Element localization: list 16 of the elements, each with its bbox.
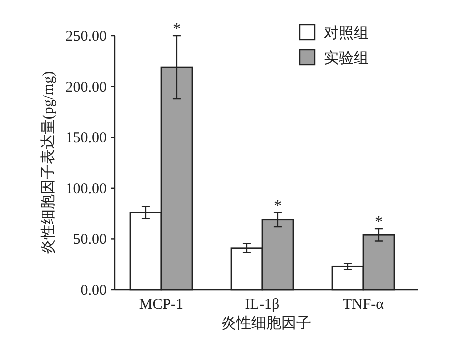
y-tick-label: 150.00 (66, 130, 107, 147)
x-tick-label: IL-1β (245, 297, 280, 313)
legend-label: 对照组 (324, 25, 369, 42)
legend-label: 实验组 (324, 50, 369, 67)
y-tick-label: 200.00 (66, 80, 107, 96)
x-axis-title: 炎性细胞因子 (222, 315, 312, 332)
annotation: * (274, 198, 282, 215)
x-tick-label: MCP-1 (139, 297, 184, 313)
y-axis-title: 炎性细胞因子表达量(pg/mg) (40, 71, 57, 255)
x-tick-label: TNF-α (342, 297, 384, 313)
y-tick-label: 50.00 (73, 232, 107, 248)
annotation: * (374, 214, 383, 232)
annotation: * (172, 21, 181, 38)
y-tick-label: 100.00 (66, 181, 107, 198)
y-tick-label: 250.00 (66, 29, 107, 45)
y-tick-label: 0.00 (80, 283, 107, 299)
